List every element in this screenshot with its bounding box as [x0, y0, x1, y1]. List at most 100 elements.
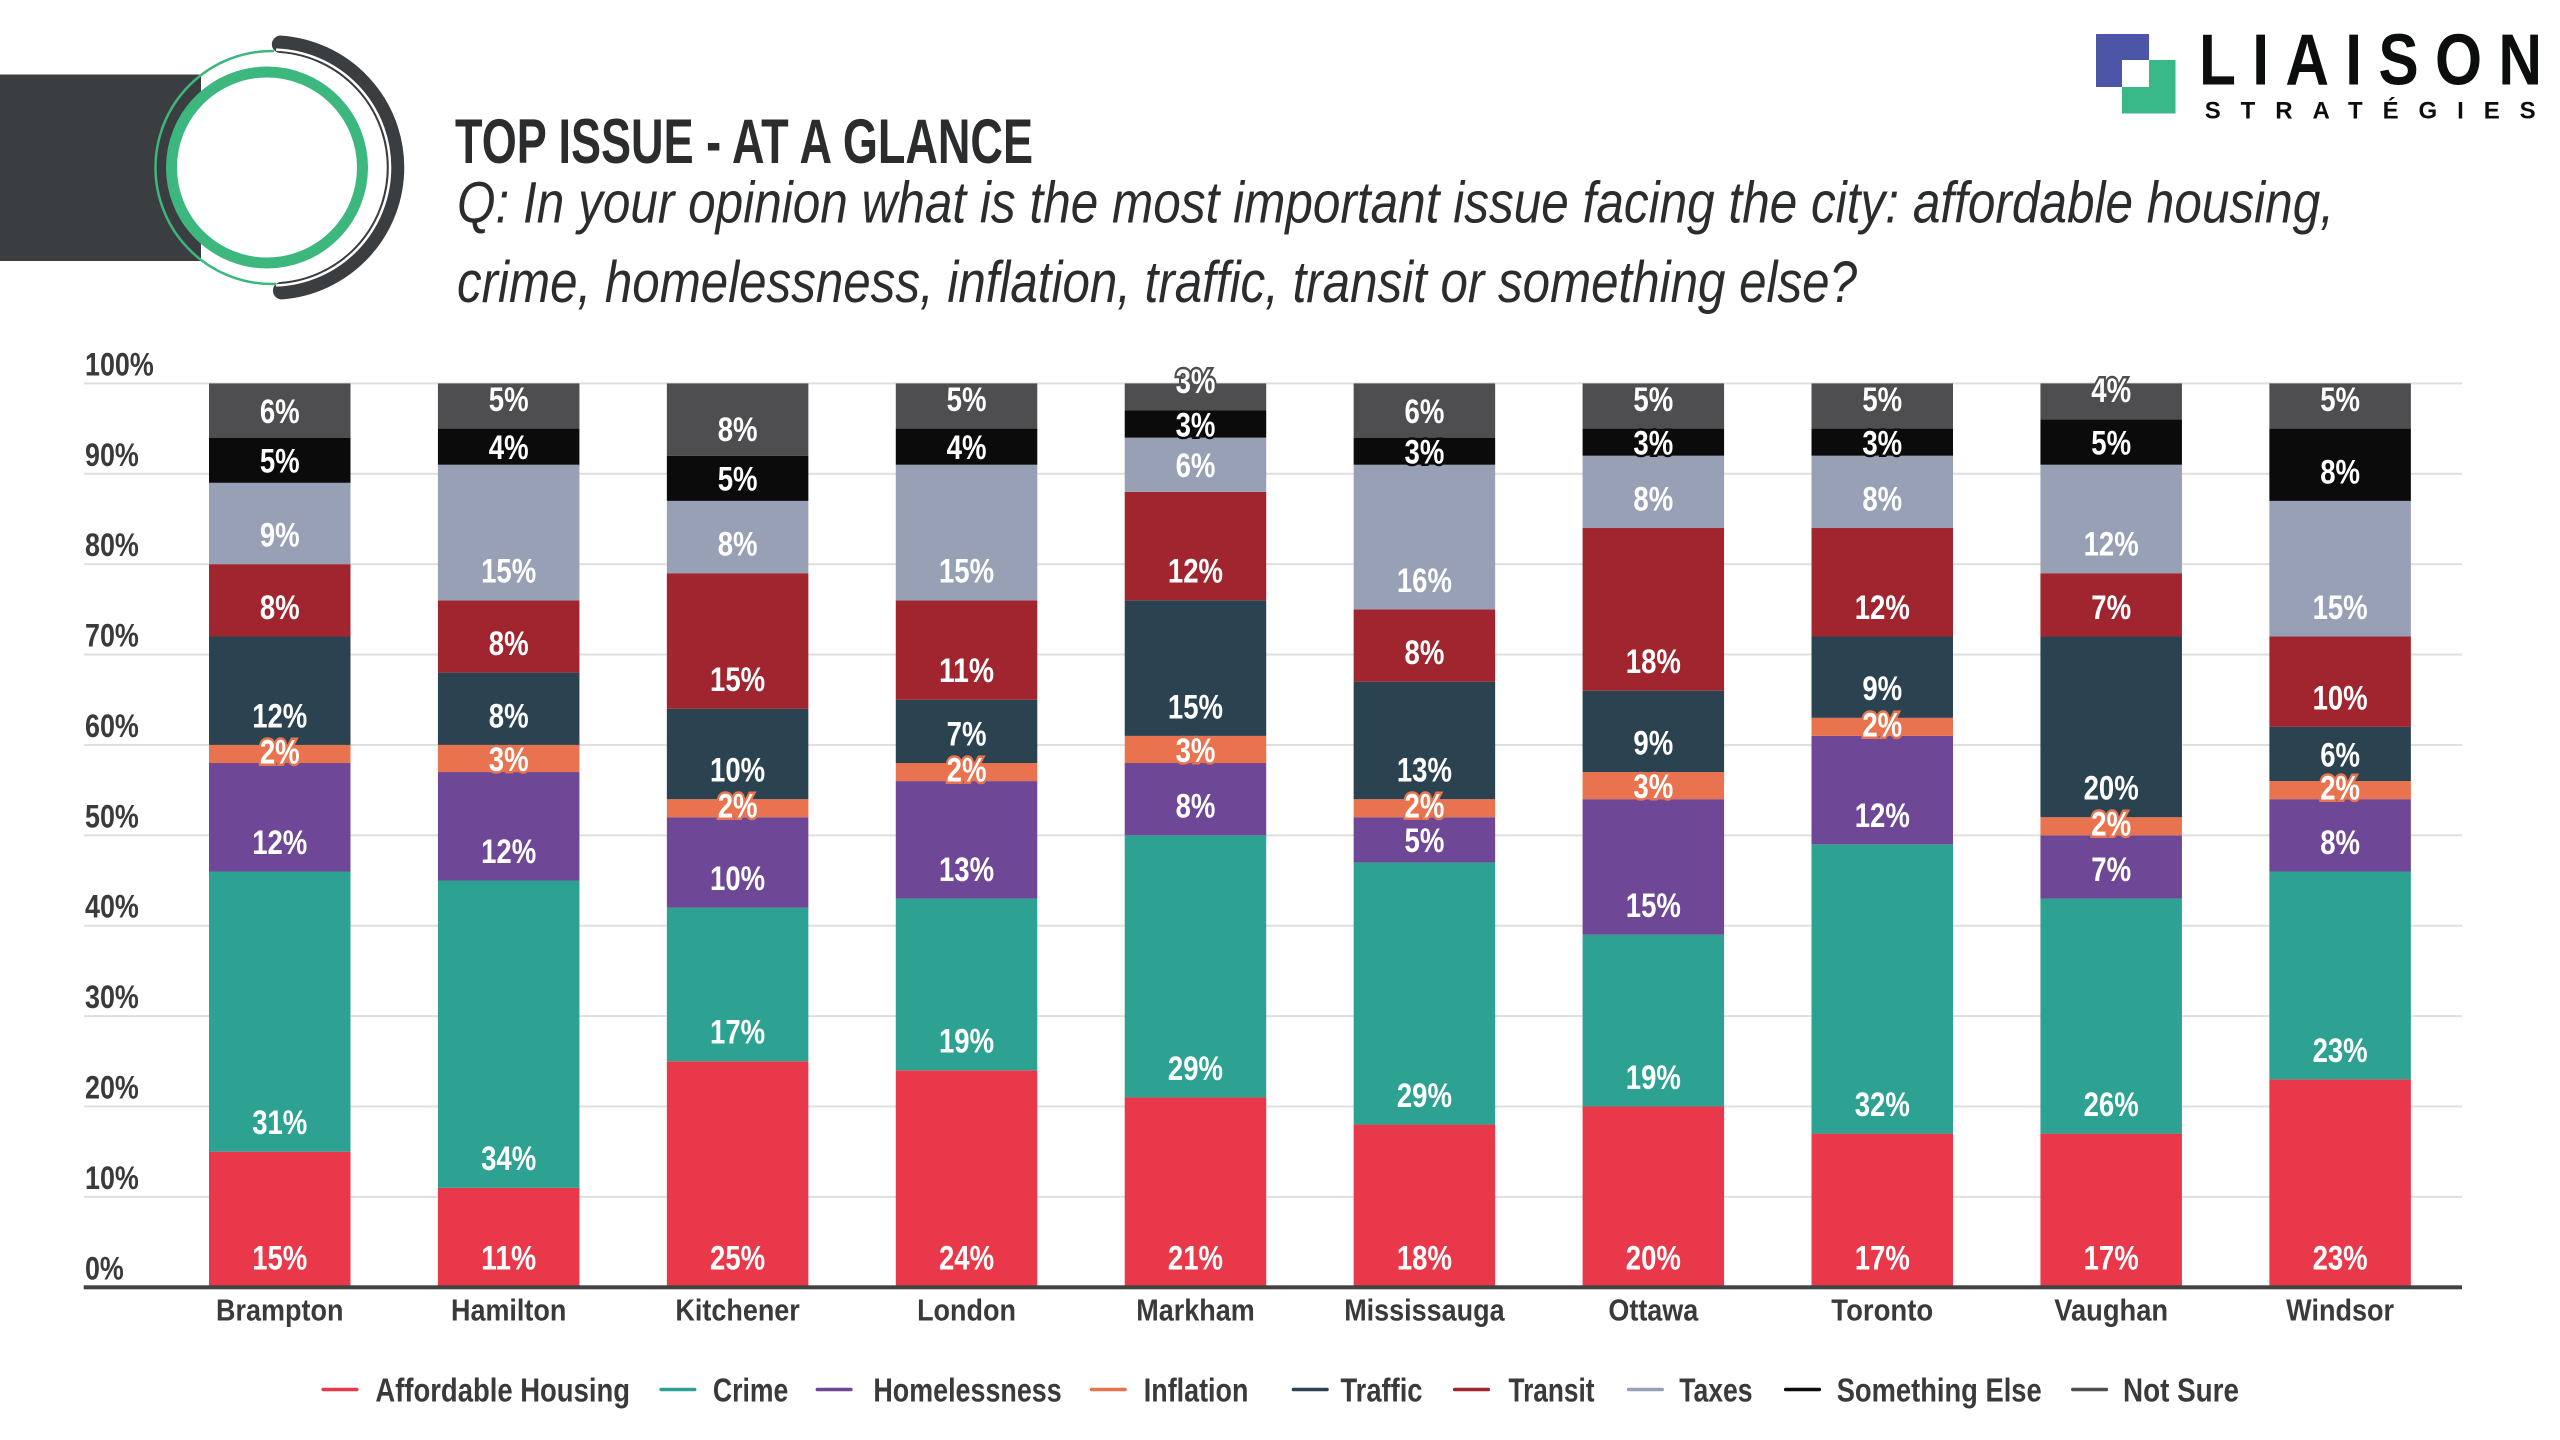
- svg-text:Traffic: Traffic: [1341, 1372, 1423, 1409]
- svg-text:20%: 20%: [1626, 1240, 1681, 1278]
- svg-text:6%: 6%: [260, 393, 300, 431]
- svg-text:3%: 3%: [1633, 425, 1673, 463]
- svg-text:29%: 29%: [1397, 1077, 1452, 1115]
- svg-text:Not Sure: Not Sure: [2123, 1372, 2239, 1409]
- svg-text:Taxes: Taxes: [1679, 1372, 1752, 1409]
- svg-text:10%: 10%: [85, 1160, 139, 1196]
- svg-text:5%: 5%: [260, 443, 300, 481]
- svg-text:21%: 21%: [1168, 1240, 1223, 1278]
- svg-text:crime, homelessness, inflation: crime, homelessness, inflation, traffic,…: [457, 250, 1858, 315]
- svg-text:12%: 12%: [252, 824, 307, 862]
- svg-text:8%: 8%: [1405, 634, 1445, 672]
- svg-text:5%: 5%: [1633, 381, 1673, 419]
- svg-text:Inflation: Inflation: [1144, 1372, 1249, 1409]
- svg-text:8%: 8%: [1633, 480, 1673, 518]
- svg-text:8%: 8%: [2320, 824, 2360, 862]
- svg-text:9%: 9%: [1862, 670, 1902, 708]
- svg-text:30%: 30%: [85, 979, 139, 1015]
- svg-text:8%: 8%: [489, 697, 529, 735]
- svg-text:Ottawa: Ottawa: [1608, 1293, 1699, 1328]
- svg-text:0%: 0%: [85, 1250, 124, 1286]
- svg-text:5%: 5%: [2091, 425, 2131, 463]
- svg-text:15%: 15%: [710, 661, 765, 699]
- svg-text:19%: 19%: [939, 1023, 994, 1061]
- svg-text:Crime: Crime: [713, 1372, 788, 1409]
- svg-text:London: London: [917, 1293, 1016, 1328]
- svg-text:12%: 12%: [252, 697, 307, 735]
- svg-text:18%: 18%: [1626, 643, 1681, 681]
- svg-text:15%: 15%: [481, 553, 536, 591]
- svg-text:2%: 2%: [260, 733, 300, 771]
- svg-text:3%: 3%: [1176, 363, 1216, 401]
- svg-text:6%: 6%: [1176, 447, 1216, 485]
- svg-text:31%: 31%: [252, 1104, 307, 1142]
- svg-text:5%: 5%: [1862, 381, 1902, 419]
- svg-text:Mississauga: Mississauga: [1344, 1293, 1505, 1328]
- svg-text:2%: 2%: [2091, 806, 2131, 844]
- svg-text:19%: 19%: [1626, 1059, 1681, 1097]
- svg-text:12%: 12%: [1855, 589, 1910, 627]
- svg-text:25%: 25%: [710, 1240, 765, 1278]
- svg-text:17%: 17%: [710, 1014, 765, 1052]
- svg-text:8%: 8%: [260, 589, 300, 627]
- svg-text:5%: 5%: [1405, 822, 1445, 860]
- svg-text:5%: 5%: [2320, 381, 2360, 419]
- svg-text:7%: 7%: [2091, 851, 2131, 889]
- svg-text:6%: 6%: [2320, 736, 2360, 774]
- svg-text:9%: 9%: [1633, 724, 1673, 762]
- svg-text:11%: 11%: [481, 1240, 536, 1278]
- svg-text:Hamilton: Hamilton: [451, 1293, 566, 1328]
- svg-text:18%: 18%: [1397, 1240, 1452, 1278]
- svg-text:2%: 2%: [1405, 788, 1445, 826]
- svg-text:20%: 20%: [2084, 770, 2139, 808]
- svg-text:8%: 8%: [718, 526, 758, 564]
- svg-text:Vaughan: Vaughan: [2054, 1293, 2168, 1328]
- svg-text:5%: 5%: [718, 461, 758, 499]
- svg-text:32%: 32%: [1855, 1086, 1910, 1124]
- svg-text:10%: 10%: [710, 860, 765, 898]
- svg-text:70%: 70%: [85, 618, 139, 654]
- svg-text:80%: 80%: [85, 527, 139, 563]
- svg-text:3%: 3%: [1862, 425, 1902, 463]
- svg-text:3%: 3%: [1405, 434, 1445, 472]
- svg-text:9%: 9%: [260, 517, 300, 555]
- svg-text:3%: 3%: [1176, 406, 1216, 444]
- svg-text:4%: 4%: [947, 429, 987, 467]
- svg-text:4%: 4%: [489, 429, 529, 467]
- svg-text:Markham: Markham: [1136, 1293, 1254, 1328]
- svg-text:23%: 23%: [2313, 1032, 2368, 1070]
- svg-text:Affordable Housing: Affordable Housing: [375, 1372, 630, 1409]
- svg-text:15%: 15%: [1626, 887, 1681, 925]
- svg-text:23%: 23%: [2313, 1240, 2368, 1278]
- svg-text:17%: 17%: [2084, 1240, 2139, 1278]
- svg-text:7%: 7%: [2091, 589, 2131, 627]
- svg-text:12%: 12%: [1855, 797, 1910, 835]
- svg-text:8%: 8%: [489, 625, 529, 663]
- svg-text:15%: 15%: [939, 553, 994, 591]
- svg-text:8%: 8%: [1862, 480, 1902, 518]
- svg-text:13%: 13%: [939, 851, 994, 889]
- svg-text:50%: 50%: [85, 798, 139, 834]
- svg-text:12%: 12%: [481, 833, 536, 871]
- svg-text:12%: 12%: [1168, 553, 1223, 591]
- svg-text:8%: 8%: [1176, 788, 1216, 826]
- svg-text:8%: 8%: [718, 411, 758, 449]
- svg-text:40%: 40%: [85, 889, 139, 925]
- svg-text:TOP ISSUE - AT A GLANCE: TOP ISSUE - AT A GLANCE: [455, 107, 1033, 177]
- svg-text:10%: 10%: [710, 752, 765, 790]
- svg-text:60%: 60%: [85, 708, 139, 744]
- svg-text:16%: 16%: [1397, 562, 1452, 600]
- svg-text:34%: 34%: [481, 1140, 536, 1178]
- svg-text:100%: 100%: [85, 346, 154, 382]
- svg-text:15%: 15%: [1168, 688, 1223, 726]
- svg-text:11%: 11%: [939, 652, 994, 690]
- svg-text:3%: 3%: [489, 741, 529, 779]
- svg-text:Something Else: Something Else: [1837, 1372, 2042, 1409]
- svg-text:24%: 24%: [939, 1240, 994, 1278]
- svg-text:Windsor: Windsor: [2286, 1293, 2394, 1328]
- svg-text:2%: 2%: [2320, 770, 2360, 808]
- svg-text:3%: 3%: [1633, 768, 1673, 806]
- svg-text:2%: 2%: [947, 751, 987, 789]
- svg-text:Kitchener: Kitchener: [675, 1293, 799, 1328]
- svg-text:12%: 12%: [2084, 526, 2139, 564]
